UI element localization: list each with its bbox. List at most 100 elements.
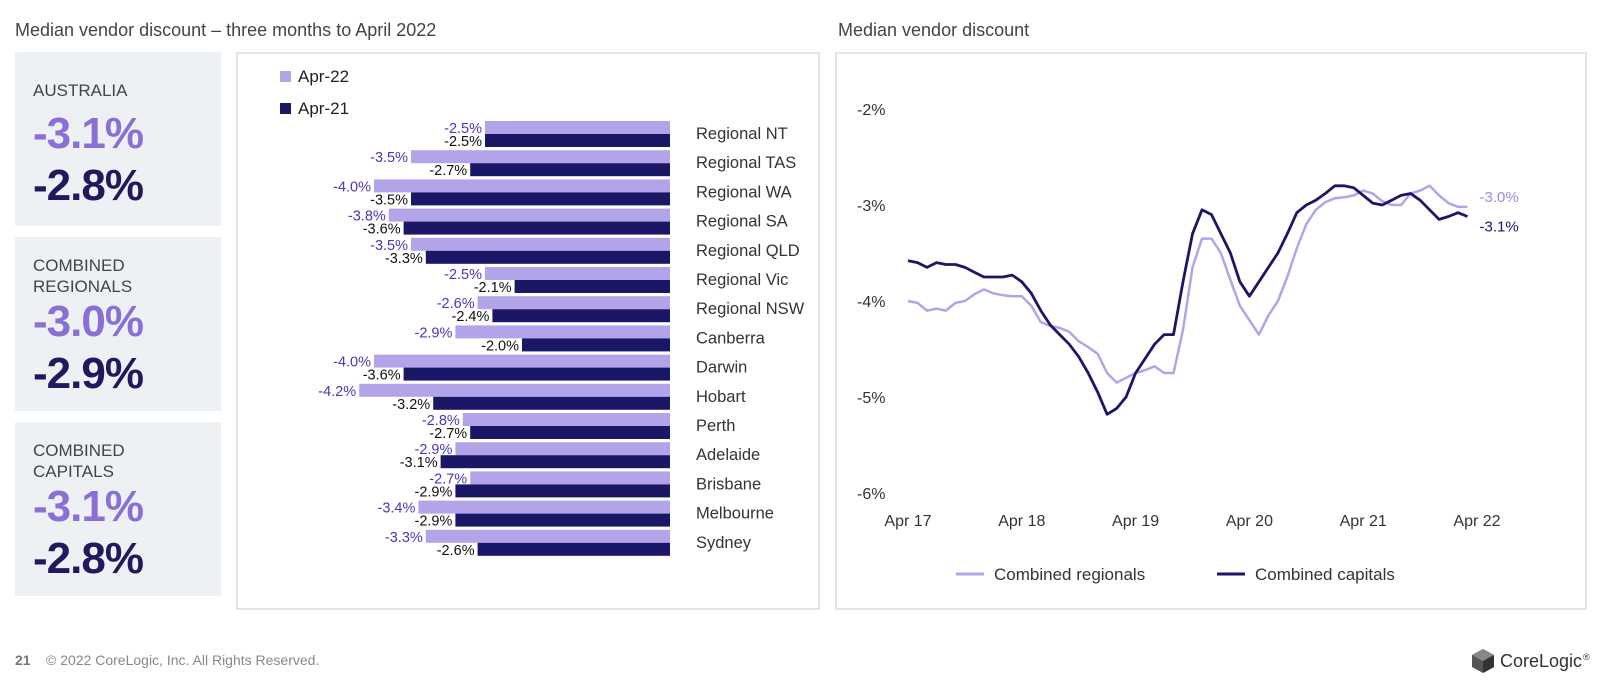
data-label-apr22: -2.6% bbox=[437, 296, 475, 312]
bar-apr21 bbox=[492, 309, 670, 323]
category-label: Regional QLD bbox=[696, 242, 800, 260]
y-tick-label: -5% bbox=[857, 390, 885, 407]
series-line-regionals bbox=[907, 184, 1468, 384]
data-label-apr21: -2.0% bbox=[481, 338, 519, 354]
bar-apr22 bbox=[462, 413, 670, 426]
line-chart-title: Median vendor discount bbox=[838, 20, 1030, 40]
category-label: Perth bbox=[696, 417, 735, 435]
data-label-apr22: -2.9% bbox=[415, 442, 453, 458]
data-label-apr21: -3.6% bbox=[363, 368, 401, 384]
bar-apr21 bbox=[470, 426, 670, 439]
bar-apr22 bbox=[470, 471, 670, 485]
copyright: © 2022 CoreLogic, Inc. All Rights Reserv… bbox=[46, 652, 320, 668]
bar-apr21 bbox=[440, 455, 670, 469]
data-label-apr22: -4.0% bbox=[333, 355, 371, 371]
y-tick-label: -6% bbox=[857, 486, 885, 503]
category-label: Darwin bbox=[696, 359, 747, 377]
end-label-regionals: -3.0% bbox=[1480, 189, 1519, 206]
bar-apr21 bbox=[514, 280, 670, 293]
data-label-apr22: -2.9% bbox=[415, 325, 453, 341]
bar-apr21 bbox=[455, 484, 670, 498]
brand-logo: CoreLogic ® bbox=[1470, 648, 1590, 674]
bar-apr22 bbox=[418, 500, 670, 514]
x-tick-label: Apr 20 bbox=[1226, 513, 1273, 530]
bar-apr22 bbox=[374, 354, 670, 368]
kpi-value-apr21: -2.8% bbox=[33, 534, 144, 583]
kpi-combined-regionals: COMBINED REGIONALS -3.0% -2.9% bbox=[15, 237, 221, 411]
bar-apr21 bbox=[522, 338, 670, 352]
kpi-label: AUSTRALIA bbox=[33, 81, 128, 100]
x-tick-label: Apr 19 bbox=[1112, 513, 1159, 530]
bar-apr21 bbox=[411, 192, 670, 206]
bar-apr22 bbox=[411, 237, 670, 251]
x-tick-label: Apr 17 bbox=[884, 513, 931, 530]
category-label: Regional SA bbox=[696, 213, 788, 231]
bar-apr22 bbox=[485, 267, 670, 280]
series-line-capitals bbox=[907, 184, 1469, 416]
category-label: Regional NSW bbox=[696, 300, 805, 318]
data-label-apr21: -2.1% bbox=[474, 280, 512, 296]
kpi-value-apr21: -2.8% bbox=[33, 161, 144, 210]
kpi-label: COMBINED CAPITALS bbox=[33, 441, 125, 481]
bar-apr21 bbox=[403, 221, 670, 235]
bar-apr21 bbox=[485, 134, 670, 147]
bar-apr22 bbox=[477, 296, 670, 310]
data-label-apr21: -3.1% bbox=[400, 455, 438, 471]
brand-name: CoreLogic bbox=[1500, 650, 1583, 671]
category-label: Adelaide bbox=[696, 446, 760, 464]
data-label-apr22: -2.5% bbox=[444, 267, 482, 283]
page-number: 21 bbox=[15, 652, 31, 668]
bar-apr21 bbox=[455, 513, 670, 527]
category-label: Regional TAS bbox=[696, 154, 796, 172]
bar-apr22 bbox=[359, 383, 670, 397]
category-label: Melbourne bbox=[696, 505, 774, 523]
y-tick-label: -4% bbox=[857, 294, 885, 311]
data-label-apr21: -3.3% bbox=[385, 251, 423, 267]
category-label: Brisbane bbox=[696, 475, 761, 493]
bar-apr22 bbox=[411, 150, 670, 164]
kpi-value-apr22: -3.1% bbox=[33, 482, 144, 531]
bar-apr22 bbox=[425, 529, 670, 543]
x-tick-label: Apr 22 bbox=[1453, 513, 1500, 530]
category-label: Canberra bbox=[696, 329, 766, 347]
brand-trademark: ® bbox=[1583, 652, 1590, 662]
category-label: Regional NT bbox=[696, 125, 788, 143]
legend-label-capitals: Combined capitals bbox=[1255, 565, 1395, 584]
data-label-apr21: -3.2% bbox=[392, 397, 430, 413]
bar-apr21 bbox=[433, 396, 670, 410]
bar-apr21 bbox=[470, 163, 670, 177]
data-label-apr22: -2.7% bbox=[429, 471, 467, 487]
legend-label-regionals: Combined regionals bbox=[994, 565, 1145, 584]
category-label: Regional WA bbox=[696, 183, 792, 201]
bar-apr22 bbox=[388, 208, 670, 222]
data-label-apr22: -4.0% bbox=[333, 179, 371, 195]
data-label-apr21: -3.6% bbox=[363, 222, 401, 238]
y-tick-label: -2% bbox=[857, 102, 885, 119]
x-tick-label: Apr 18 bbox=[998, 513, 1045, 530]
y-tick-label: -3% bbox=[857, 198, 885, 215]
bar-apr22 bbox=[455, 325, 670, 339]
bar-apr22 bbox=[374, 179, 670, 193]
line-chart: -2% -3% -4% -5% -6% Apr 17 Apr 18 Apr 19 Apr 20 A… bbox=[857, 102, 1519, 584]
data-label-apr22: -3.3% bbox=[385, 530, 423, 546]
legend-swatch-apr21 bbox=[280, 103, 291, 114]
bar-apr22 bbox=[485, 121, 670, 134]
x-tick-label: Apr 21 bbox=[1340, 513, 1387, 530]
kpi-value-apr22: -3.1% bbox=[33, 109, 144, 158]
legend-label-apr21: Apr-21 bbox=[298, 99, 349, 118]
category-label: Regional Vic bbox=[696, 271, 788, 289]
category-label: Hobart bbox=[696, 388, 746, 406]
data-label-apr21: -2.6% bbox=[437, 543, 475, 559]
data-label-apr21: -2.5% bbox=[444, 134, 482, 150]
category-label: Sydney bbox=[696, 534, 752, 552]
bar-apr21 bbox=[425, 250, 670, 264]
bar-apr22 bbox=[455, 442, 670, 456]
data-label-apr21: -2.4% bbox=[452, 309, 490, 325]
data-label-apr22: -2.5% bbox=[444, 121, 482, 137]
data-label-apr21: -2.9% bbox=[415, 484, 453, 500]
kpi-australia: AUSTRALIA -3.1% -2.8% bbox=[15, 52, 221, 226]
kpi-value-apr21: -2.9% bbox=[33, 349, 144, 398]
bar-chart-title: Median vendor discount – three months to… bbox=[15, 20, 437, 40]
corelogic-logo-icon bbox=[1472, 649, 1494, 673]
